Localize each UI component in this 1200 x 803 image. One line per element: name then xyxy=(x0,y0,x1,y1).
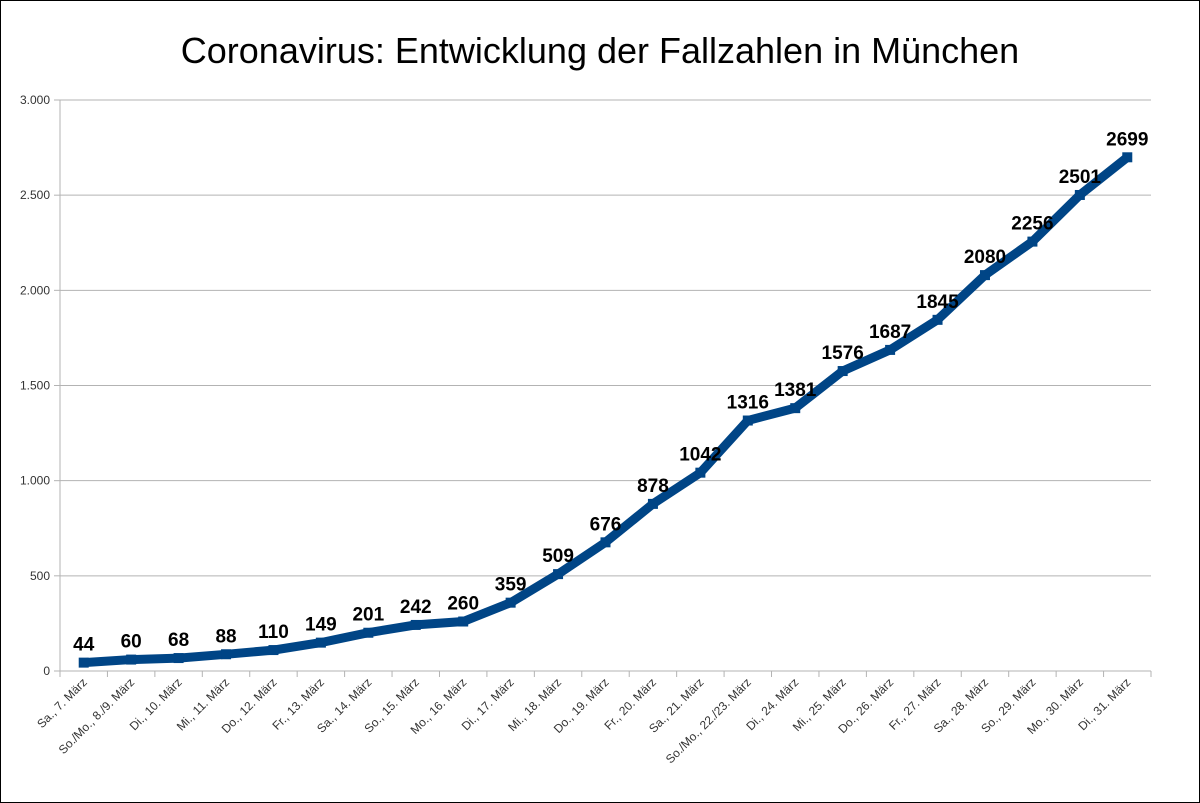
data-point xyxy=(885,344,896,355)
data-label: 260 xyxy=(447,594,479,615)
data-label: 242 xyxy=(400,597,432,618)
axes xyxy=(54,99,1152,677)
chart-title: Coronavirus: Entwicklung der Fallzahlen … xyxy=(180,30,1020,71)
data-label: 201 xyxy=(352,605,384,626)
data-point xyxy=(363,627,374,638)
data-point xyxy=(1122,152,1133,163)
data-label: 509 xyxy=(542,546,574,567)
y-tick-label: 0 xyxy=(43,664,50,678)
data-label: 110 xyxy=(258,622,289,643)
data-label: 1576 xyxy=(822,343,864,364)
data-label: 60 xyxy=(121,632,142,653)
data-label: 2080 xyxy=(964,247,1006,268)
data-point xyxy=(979,270,990,281)
data-point xyxy=(173,653,184,664)
data-label: 1845 xyxy=(916,292,959,313)
series-line xyxy=(78,152,1133,668)
data-point xyxy=(458,616,469,627)
data-point xyxy=(695,467,706,478)
data-label: 1381 xyxy=(774,380,817,401)
data-label: 359 xyxy=(495,575,527,596)
data-label: 1316 xyxy=(727,393,769,414)
data-point xyxy=(837,366,848,377)
data-point xyxy=(790,403,801,414)
data-point xyxy=(1027,236,1038,247)
data-point xyxy=(505,597,516,608)
y-tick-labels: 0 500 1.000 1.500 2.000 2.500 3.000 xyxy=(20,93,50,678)
data-point xyxy=(221,649,232,660)
data-point xyxy=(647,498,658,509)
y-tick-label: 500 xyxy=(30,569,50,583)
data-label: 68 xyxy=(168,630,189,651)
data-point xyxy=(268,645,279,656)
data-point xyxy=(742,415,753,426)
y-tick-label: 1.500 xyxy=(20,379,50,393)
data-label: 1042 xyxy=(679,445,721,466)
data-point xyxy=(315,637,326,648)
data-point xyxy=(78,657,89,668)
data-label: 878 xyxy=(637,476,669,497)
data-label: 2501 xyxy=(1059,167,1102,188)
data-label: 149 xyxy=(305,615,337,636)
series-line-path xyxy=(83,153,1131,668)
data-label: 676 xyxy=(590,514,622,535)
data-point xyxy=(932,314,943,325)
data-point xyxy=(553,569,564,580)
grid-lines xyxy=(60,99,1151,577)
y-tick-label: 2.000 xyxy=(20,283,50,297)
data-label: 1687 xyxy=(869,322,911,343)
data-labels: 44 60 68 88 110 149 201 242 260 359 509 676 878 1042 1… xyxy=(73,129,1148,655)
data-label: 2699 xyxy=(1106,129,1148,150)
data-label: 2256 xyxy=(1011,214,1053,235)
data-label: 44 xyxy=(73,635,95,656)
y-tick-label: 3.000 xyxy=(20,93,50,107)
data-point xyxy=(410,619,421,630)
data-point xyxy=(600,537,611,548)
y-tick-label: 1.000 xyxy=(20,474,50,488)
data-point xyxy=(126,654,137,665)
y-tick-label: 2.500 xyxy=(20,188,50,202)
data-label: 88 xyxy=(215,626,236,647)
data-point xyxy=(1074,189,1085,200)
x-tick-label: So./Mo., 22./23. März xyxy=(663,675,754,766)
